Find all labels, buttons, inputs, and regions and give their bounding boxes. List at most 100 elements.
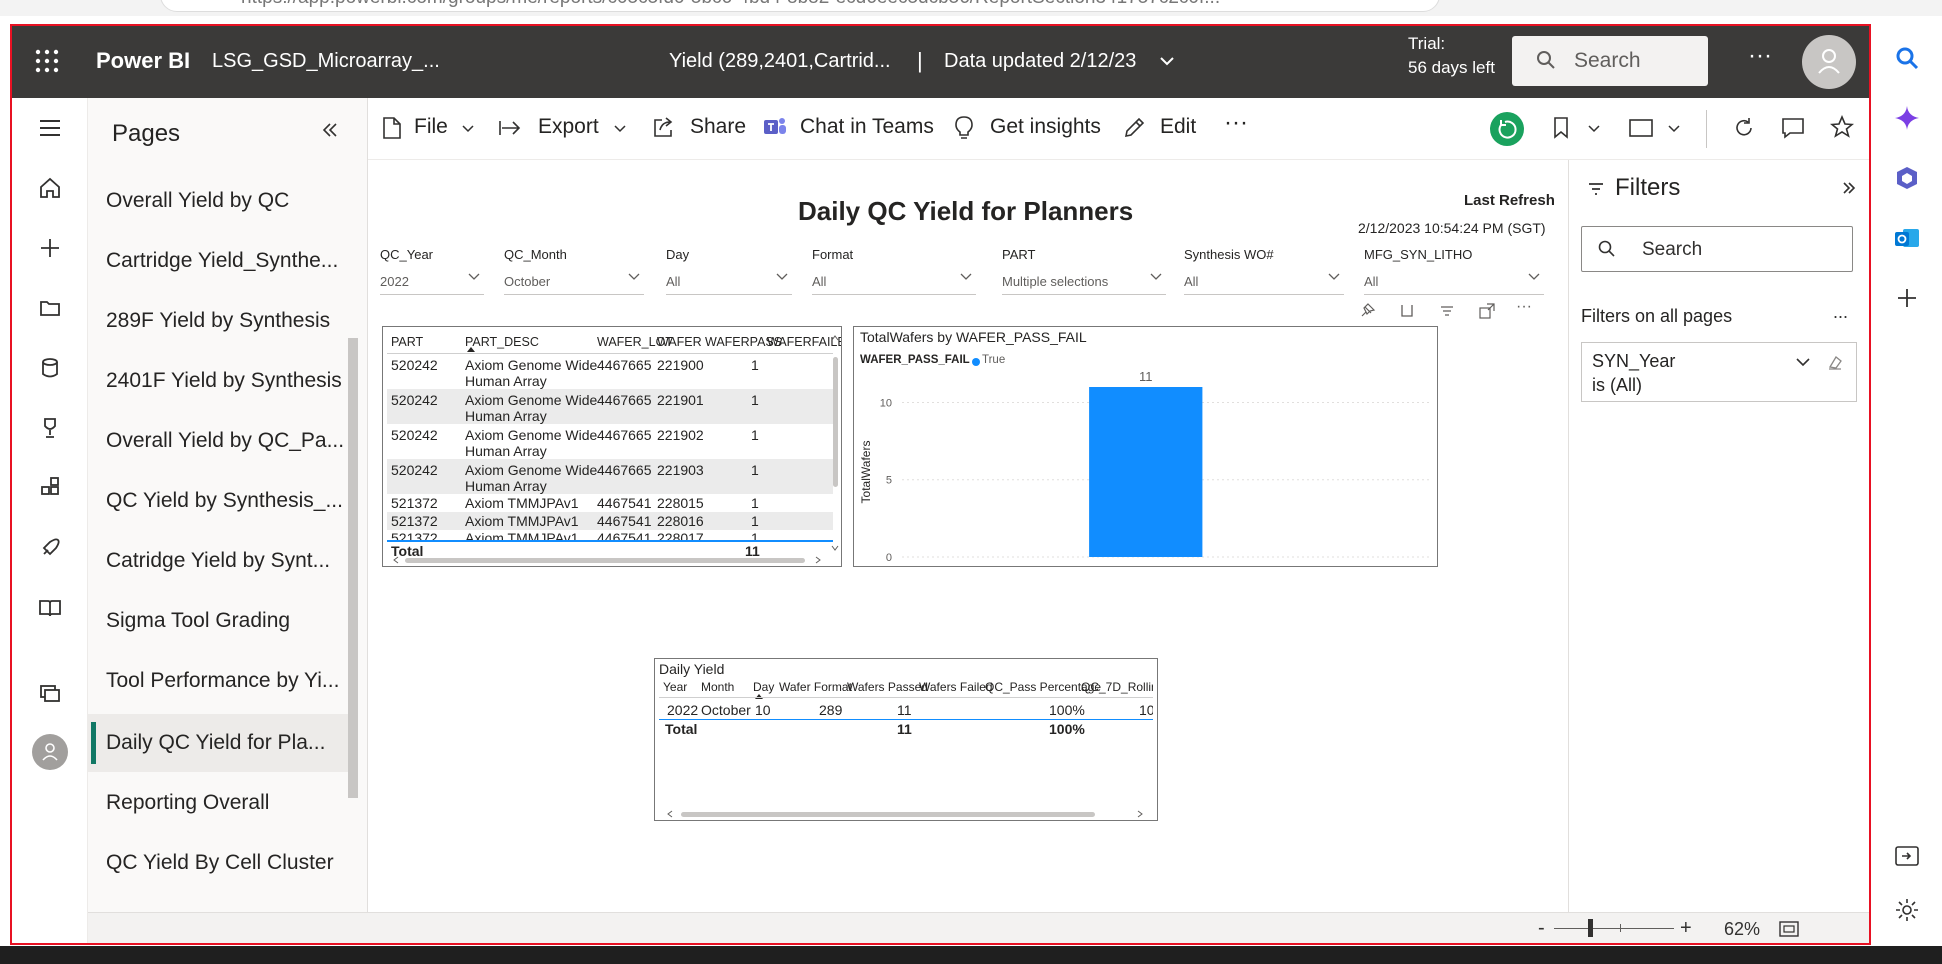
page-item-selected[interactable]: Daily QC Yield for Pla... [88, 714, 350, 772]
horizontal-scrollbar[interactable] [681, 812, 1095, 817]
scroll-left-icon[interactable] [667, 810, 673, 818]
more-options-icon[interactable]: ··· [1224, 109, 1248, 136]
column-header[interactable]: Wafers Failed [919, 680, 993, 694]
page-item[interactable]: Overall Yield by QC_Pa... [106, 429, 345, 452]
slicer-dropdown[interactable]: All [1184, 269, 1344, 295]
create-icon[interactable] [36, 234, 64, 262]
slicer-dropdown[interactable]: Multiple selections [1002, 269, 1166, 295]
filters-more-icon[interactable]: ... [1833, 302, 1849, 322]
clear-filter-eraser-icon[interactable] [1826, 353, 1844, 371]
table-row[interactable]: 521372 Axiom TMMJPAv1 4467541 228016 1 [387, 512, 833, 530]
page-item[interactable]: 2401F Yield by Synthesis [106, 369, 342, 392]
slicer-dropdown[interactable]: 2022 [380, 269, 484, 295]
data-hub-icon[interactable] [36, 354, 64, 382]
page-item[interactable]: QC Yield by Synthesis_... [106, 489, 343, 512]
column-header[interactable]: WAFERPASS [705, 335, 783, 349]
page-item[interactable]: Tool Performance by Yi... [106, 669, 340, 692]
learn-rocket-icon[interactable] [36, 534, 64, 562]
column-header[interactable]: Month [701, 680, 735, 694]
table-row[interactable]: 2022 October 10 289 11 100% 10 [659, 699, 1153, 719]
bar-chart-visual[interactable]: TotalWafers by WAFER_PASS_FAIL WAFER_PAS… [853, 326, 1438, 567]
file-menu-button[interactable]: File [414, 115, 448, 138]
table-row[interactable]: 521372 Axiom TMMJPAv1 4467541 228015 1 [387, 494, 833, 512]
column-header[interactable]: PART_DESC [465, 335, 539, 349]
table-row[interactable]: 520242 Axiom Genome Wide Human Array 446… [387, 389, 833, 424]
outlook-icon[interactable] [1893, 224, 1921, 252]
data-updated[interactable]: Data updated 2/12/23 [944, 50, 1137, 72]
pages-scrollbar[interactable] [348, 338, 358, 798]
browse-folder-icon[interactable] [36, 294, 64, 322]
search-input[interactable]: Search [1512, 36, 1708, 86]
comment-icon[interactable] [1780, 116, 1806, 140]
scroll-down-icon[interactable] [831, 545, 839, 551]
add-icon[interactable] [1893, 284, 1921, 312]
column-header[interactable]: Day [753, 680, 775, 694]
hamburger-menu-icon[interactable] [36, 114, 64, 142]
table-row[interactable]: 520242 Axiom Genome Wide Human Array 446… [387, 459, 833, 494]
slicer-dropdown[interactable]: All [812, 269, 976, 295]
column-header[interactable]: WAFER [657, 335, 702, 349]
slicer-dropdown[interactable]: October [504, 269, 644, 295]
chevron-down-icon[interactable] [1796, 357, 1810, 367]
chevron-down-icon[interactable] [1588, 125, 1600, 133]
export-button[interactable]: Export [538, 115, 599, 138]
column-header[interactable]: QC_Pass Percentage [985, 680, 1102, 694]
collapse-filters-icon[interactable] [1841, 180, 1857, 196]
vertical-scrollbar[interactable] [833, 357, 838, 487]
copy-visual-icon[interactable] [1398, 302, 1416, 320]
app-launcher-icon[interactable] [34, 48, 60, 74]
column-header[interactable]: PART [391, 335, 424, 349]
filter-icon[interactable] [1438, 302, 1456, 320]
scroll-right-icon[interactable] [1137, 810, 1143, 818]
office-icon[interactable] [1893, 164, 1921, 192]
more-options-icon[interactable]: ··· [1748, 42, 1772, 69]
zoom-in-button[interactable]: + [1680, 917, 1692, 939]
share-button[interactable]: Share [690, 115, 747, 138]
report-title[interactable]: Yield (289,2401,Cartrid... [669, 50, 891, 72]
page-item[interactable]: 289F Yield by Synthesis [106, 309, 331, 332]
pin-icon[interactable] [1358, 302, 1376, 320]
zoom-slider-track[interactable] [1554, 928, 1674, 929]
legend-entry[interactable]: True [982, 354, 1006, 366]
home-icon[interactable] [36, 174, 64, 202]
refresh-icon[interactable] [1732, 116, 1756, 140]
column-header[interactable]: Wafers Passed [847, 680, 928, 694]
wafer-table-visual[interactable]: PART PART_DESC WAFER_LOT WAFER WAFERPASS… [382, 326, 842, 567]
page-item[interactable]: Catridge Yield by Synt... [106, 549, 331, 572]
page-item[interactable]: Cartridge Yield_Synthe... [106, 249, 339, 272]
address-bar[interactable]: https://app.powerbi.com/groups/me/report… [160, 0, 1440, 12]
table-row[interactable]: 521372 Axiom TMMJPAv1 4467541 228017 1 [387, 530, 833, 540]
bookmark-icon[interactable] [1552, 116, 1570, 140]
page-item[interactable]: Overall Yield by QC [106, 189, 290, 212]
get-insights-button[interactable]: Get insights [990, 115, 1101, 138]
focus-mode-icon[interactable] [1478, 302, 1496, 320]
slicer-dropdown[interactable]: All [1364, 269, 1544, 295]
scroll-up-icon[interactable] [831, 335, 839, 341]
filter-card[interactable]: SYN_Year is (All) [1581, 342, 1857, 402]
workspace-name[interactable]: LSG_GSD_Microarray_... [212, 50, 440, 72]
column-header[interactable]: Wafer Format [779, 680, 852, 694]
scroll-right-icon[interactable] [815, 556, 821, 564]
daily-yield-table-visual[interactable]: Daily Yield Year Month Day Wafer Format … [654, 658, 1158, 821]
scroll-left-icon[interactable] [393, 556, 399, 564]
chevron-down-icon[interactable] [1668, 125, 1680, 133]
column-header[interactable]: WAFERFAILED [767, 335, 841, 349]
favorite-star-icon[interactable] [1830, 115, 1854, 139]
page-item[interactable]: Sigma Tool Grading [106, 609, 291, 632]
search-icon[interactable] [1893, 44, 1921, 72]
chevron-down-icon[interactable] [614, 125, 626, 133]
column-header-clipped[interactable]: QC_7D_Rolling A [1081, 680, 1153, 696]
workspaces-book-icon[interactable] [36, 594, 64, 622]
split-screen-icon[interactable] [1893, 842, 1921, 870]
fit-to-page-icon[interactable] [1778, 920, 1800, 938]
horizontal-scrollbar[interactable] [405, 558, 805, 563]
more-options-icon[interactable]: ··· [1516, 298, 1532, 315]
column-header[interactable]: Year [663, 680, 688, 694]
zoom-slider-thumb[interactable] [1588, 919, 1593, 937]
bar[interactable] [1089, 387, 1203, 557]
view-icon[interactable] [1628, 118, 1654, 138]
page-item[interactable]: Reporting Overall [106, 791, 270, 814]
copilot-sparkle-icon[interactable] [1893, 104, 1921, 132]
zoom-out-button[interactable]: - [1538, 917, 1545, 939]
collapse-pages-icon[interactable] [320, 120, 340, 140]
